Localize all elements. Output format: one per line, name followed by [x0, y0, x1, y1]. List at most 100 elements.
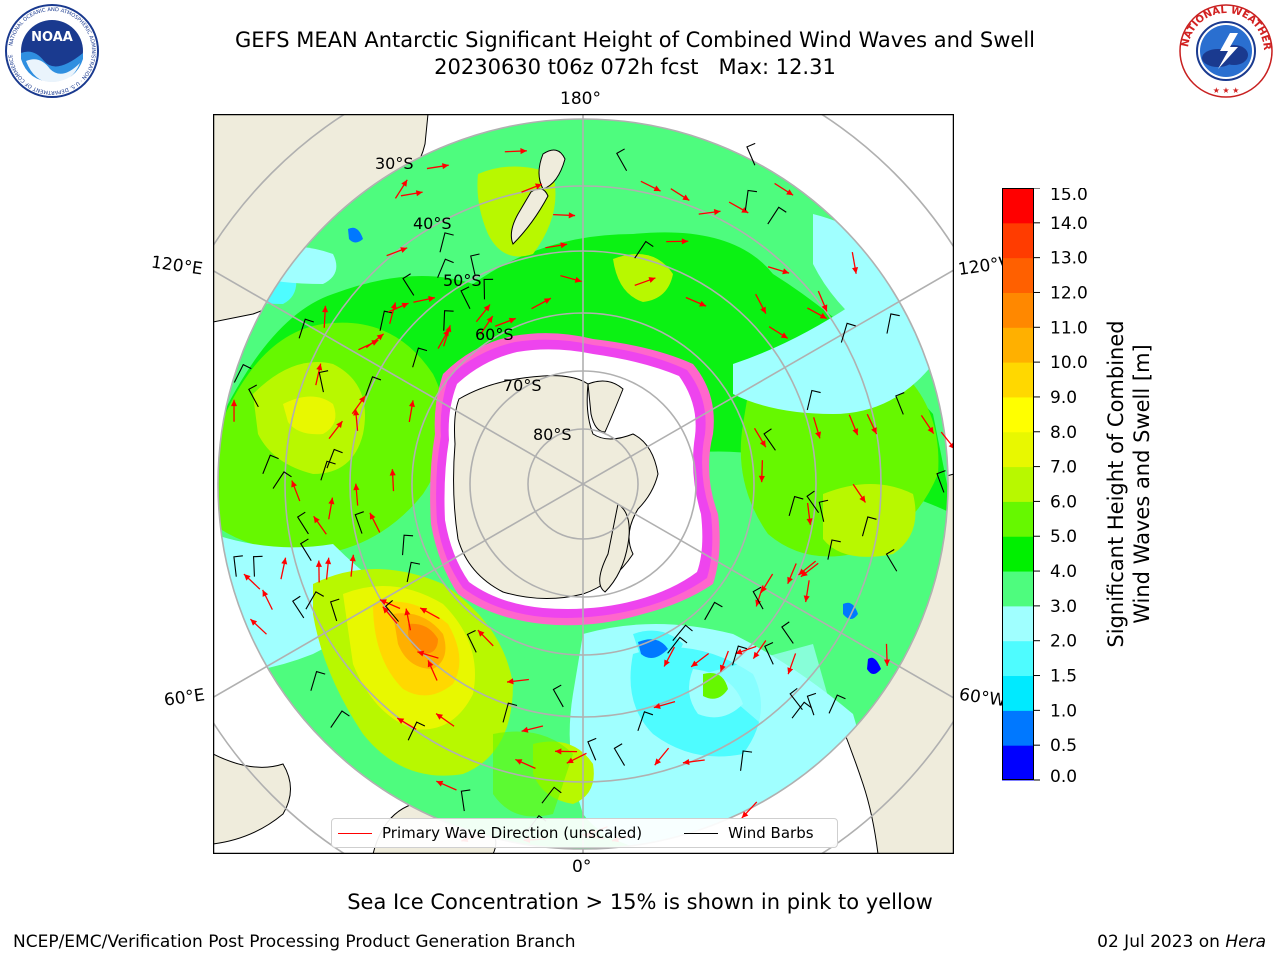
colorbar-tick-label: 8.0	[1050, 423, 1077, 443]
wind-barb	[412, 347, 428, 368]
wind-barb	[587, 737, 597, 761]
wind-barb	[616, 148, 628, 172]
wave-direction-arrowhead	[927, 426, 934, 434]
map-legend: Primary Wave Direction (unscaled) Wind B…	[331, 818, 838, 848]
colorbar-segment	[1002, 605, 1034, 642]
wind-barb	[791, 701, 812, 719]
wave-direction-arrowhead	[415, 190, 423, 197]
colorbar-segment	[1002, 536, 1034, 572]
wind-barb	[329, 598, 340, 622]
footer-date: 02 Jul 2023 on Hera	[1097, 932, 1266, 952]
colorbar-tick-label: 1.5	[1050, 667, 1077, 687]
wave-direction-arrowhead	[819, 312, 827, 319]
wave-direction-arrowhead	[316, 363, 323, 371]
wind-barb	[384, 600, 399, 622]
wave-direction-arrowhead	[389, 469, 396, 476]
wind-barb	[248, 384, 259, 408]
wind-barb	[744, 189, 758, 211]
wave-direction-arrowhead	[741, 207, 749, 213]
wave-direction-arrowhead	[420, 607, 428, 614]
wave-direction-arrowhead	[755, 599, 762, 607]
wind-barb	[305, 591, 324, 610]
wind-barb	[781, 621, 794, 644]
wave-direction-arrowhead	[852, 428, 859, 436]
wind-barb	[402, 273, 415, 296]
wind-barb	[292, 595, 305, 619]
noaa-logo-text: NOAA	[31, 30, 73, 45]
wave-direction-arrowhead	[798, 568, 806, 575]
lat-label-70s: 70°S	[503, 376, 542, 395]
wind-barb	[789, 687, 803, 711]
colorbar-svg: 0.0 0.5 1.0 1.5 2.0 3.0 4.0 5.0 6.0 7.0 8.0 9.0 10.0…	[1002, 185, 1088, 787]
graticule	[213, 114, 954, 854]
wind-barb	[806, 490, 820, 513]
colorbar-tick-label: 12.0	[1050, 283, 1088, 303]
wave-direction-arrowhead	[782, 268, 790, 275]
wave-direction-arrowhead	[400, 247, 408, 253]
wave-direction-arrowhead	[353, 483, 360, 491]
wave-direction-arrowhead	[436, 780, 444, 787]
wave-direction-arrowhead	[322, 305, 329, 313]
colorbar: 0.0 0.5 1.0 1.5 2.0 3.0 4.0 5.0 6.0 7.0 8.0 9.0 10.0…	[1002, 185, 1102, 792]
wave-direction-arrowhead	[735, 648, 743, 655]
wave-direction-arrowhead	[948, 442, 954, 449]
wave-direction-arrowhead	[371, 340, 379, 346]
wave-direction-arrowhead	[404, 608, 411, 616]
wind-barb	[320, 460, 336, 481]
wind-barb	[895, 392, 905, 415]
wave-direction-arrowhead	[681, 238, 689, 245]
footer-host: Hera	[1225, 932, 1266, 952]
wave-direction-arrowhead	[653, 185, 661, 192]
wind-barb	[437, 258, 454, 278]
wind-barb	[365, 376, 382, 396]
wind-barb	[298, 318, 314, 339]
legend-wave-direction-label: Primary Wave Direction (unscaled)	[382, 824, 643, 842]
wave-direction-arrowhead	[787, 576, 793, 584]
wave-direction-arrowhead	[353, 408, 360, 416]
title-max: Max: 12.31	[718, 55, 836, 79]
wave-direction-arrowhead	[281, 557, 288, 565]
title-run: 20230630 t06z 072h fcst	[434, 55, 699, 79]
lat-label-50s: 50°S	[443, 271, 482, 290]
wave-direction-arrowhead	[566, 757, 574, 764]
wave-direction-arrowhead	[520, 148, 527, 155]
wind-barb	[502, 702, 518, 723]
land-madagascar	[213, 753, 291, 845]
colorbar-segment	[1002, 675, 1034, 711]
wave-direction-arrowhead	[250, 619, 258, 626]
colorbar-tick-label: 4.0	[1050, 562, 1077, 582]
wave-direction-arrowhead	[787, 667, 794, 675]
legend-red-line	[338, 832, 372, 834]
wave-direction-arrowhead	[871, 427, 877, 435]
wave-direction-arrowhead	[803, 595, 810, 603]
wave-direction-arrowhead	[859, 495, 866, 503]
noaa-logo: NOAA NATIONAL OCEANIC AND ATMOSPHERIC AD…	[4, 3, 100, 103]
wave-direction-arrowhead	[262, 589, 269, 597]
colorbar-tick-label: 6.0	[1050, 492, 1077, 512]
wave-direction-arrowhead	[560, 242, 568, 249]
wind-barb	[637, 711, 654, 731]
wind-barb	[885, 549, 898, 572]
wind-barb	[936, 470, 946, 493]
wind-barb	[861, 516, 877, 537]
wave-direction-arrowhead	[568, 212, 576, 219]
sea-ice-note: Sea Ice Concentration > 15% is shown in …	[347, 890, 933, 914]
wave-direction-arrowhead	[243, 574, 251, 581]
wave-direction-arrowhead	[408, 400, 415, 408]
wave-direction-arrowhead	[313, 516, 320, 524]
wave-direction-arrowhead	[508, 317, 516, 324]
colorbar-tick-label: 11.0	[1050, 318, 1088, 338]
wave-direction-arrowhead	[719, 664, 726, 672]
colorbar-segment	[1002, 292, 1034, 328]
colorbar-segment	[1002, 501, 1034, 537]
wave-direction-arrowhead	[741, 811, 749, 819]
wind-barb	[541, 786, 562, 804]
footer-branch: NCEP/EMC/Verification Post Processing Pr…	[13, 932, 576, 952]
wind-barb	[806, 389, 821, 411]
lon-label-60w: 60°W	[957, 684, 1008, 712]
wave-direction-arrowhead	[759, 440, 766, 448]
wind-barb	[233, 363, 252, 383]
lon-label-180: 180°	[560, 89, 601, 109]
wind-barb	[840, 322, 856, 343]
colorbar-segment	[1002, 188, 1034, 224]
